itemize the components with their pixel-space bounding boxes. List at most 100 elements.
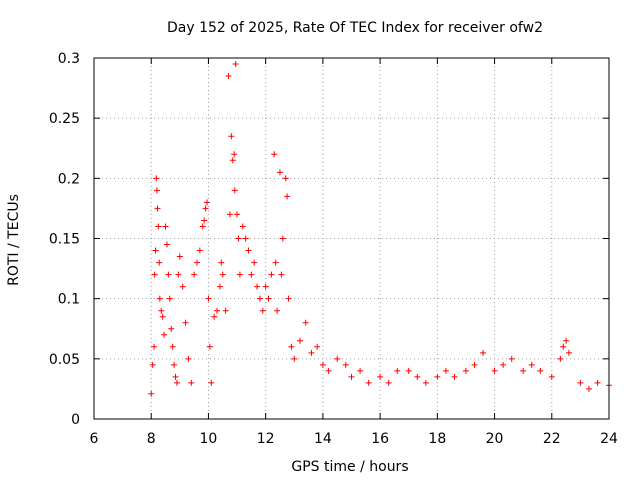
data-point (201, 217, 208, 224)
data-point (182, 319, 189, 326)
x-tick-label: 18 (428, 431, 446, 447)
y-tick-label: 0.1 (58, 292, 80, 308)
data-point (334, 355, 341, 362)
data-point (365, 379, 372, 386)
data-point (276, 169, 283, 176)
data-point (218, 259, 225, 266)
data-point (214, 307, 221, 314)
data-point (245, 247, 252, 254)
data-point (357, 367, 364, 374)
x-tick-label: 24 (600, 431, 618, 447)
chart-title: Day 152 of 2025, Rate Of TEC Index for r… (167, 20, 543, 36)
y-tick-label: 0.05 (49, 352, 80, 368)
data-point (278, 271, 285, 278)
y-tick-label: 0.2 (58, 171, 80, 187)
data-point (259, 307, 266, 314)
axis-ticks (93, 57, 610, 420)
x-tick-label: 16 (371, 431, 389, 447)
data-point (268, 271, 275, 278)
data-point (377, 373, 384, 380)
data-point (285, 295, 292, 302)
data-point (199, 223, 206, 230)
data-point (231, 187, 238, 194)
data-point (206, 343, 213, 350)
data-point (188, 379, 195, 386)
data-point (154, 205, 161, 212)
data-point (256, 295, 263, 302)
data-point (520, 367, 527, 374)
grid-lines (94, 58, 609, 419)
data-point (173, 379, 180, 386)
data-point (414, 373, 421, 380)
data-point (191, 271, 198, 278)
data-point (163, 241, 170, 248)
data-point (297, 337, 303, 344)
data-point (152, 247, 159, 254)
data-point (248, 271, 255, 278)
data-point (471, 361, 478, 368)
data-point (232, 61, 239, 68)
data-point (202, 205, 209, 212)
data-point (251, 259, 258, 266)
data-point (151, 271, 158, 278)
data-point (176, 253, 183, 260)
data-point (565, 349, 572, 356)
data-point (272, 259, 279, 266)
data-point (284, 193, 291, 200)
data-point (271, 151, 278, 158)
y-axis-label: ROTI / TECUs (6, 194, 22, 286)
data-point (148, 390, 155, 397)
data-point (156, 259, 163, 266)
data-point (288, 343, 295, 350)
data-point (394, 367, 401, 374)
data-point (508, 355, 515, 362)
data-point (235, 235, 242, 242)
data-point (234, 211, 241, 218)
data-point (291, 355, 298, 362)
x-tick-label: 20 (486, 431, 504, 447)
data-point (557, 355, 564, 362)
data-point (166, 295, 173, 302)
data-point (434, 373, 441, 380)
data-point (325, 367, 332, 374)
data-point (185, 355, 192, 362)
data-point (585, 385, 592, 392)
x-tick-label: 22 (543, 431, 561, 447)
data-point (265, 295, 272, 302)
data-point (205, 295, 212, 302)
data-point (168, 325, 175, 332)
data-point (442, 367, 449, 374)
data-point (594, 379, 601, 386)
data-point (226, 211, 233, 218)
data-point (153, 187, 160, 194)
data-point (231, 151, 238, 158)
x-tick-label: 12 (257, 431, 275, 447)
data-point (385, 379, 392, 386)
x-tick-label: 6 (90, 431, 99, 447)
data-point (159, 313, 166, 320)
data-point (204, 199, 211, 206)
data-points (148, 61, 612, 397)
x-tick-label: 14 (314, 431, 332, 447)
data-point (196, 247, 203, 254)
data-point (422, 379, 429, 386)
data-point (462, 367, 469, 374)
y-tick-label: 0.3 (58, 51, 80, 67)
data-point (194, 259, 200, 266)
data-point (528, 361, 535, 368)
data-point (500, 361, 507, 368)
data-point (314, 343, 321, 350)
data-point (172, 373, 179, 380)
data-point (229, 157, 236, 164)
data-point (302, 319, 309, 326)
data-point (179, 283, 186, 290)
data-point (161, 331, 168, 338)
y-tick-label: 0.15 (49, 232, 80, 248)
data-point (236, 271, 243, 278)
data-point (153, 175, 160, 182)
y-tick-label: 0 (71, 412, 80, 428)
data-point (239, 223, 246, 230)
data-point (491, 367, 498, 374)
data-point (563, 337, 570, 344)
